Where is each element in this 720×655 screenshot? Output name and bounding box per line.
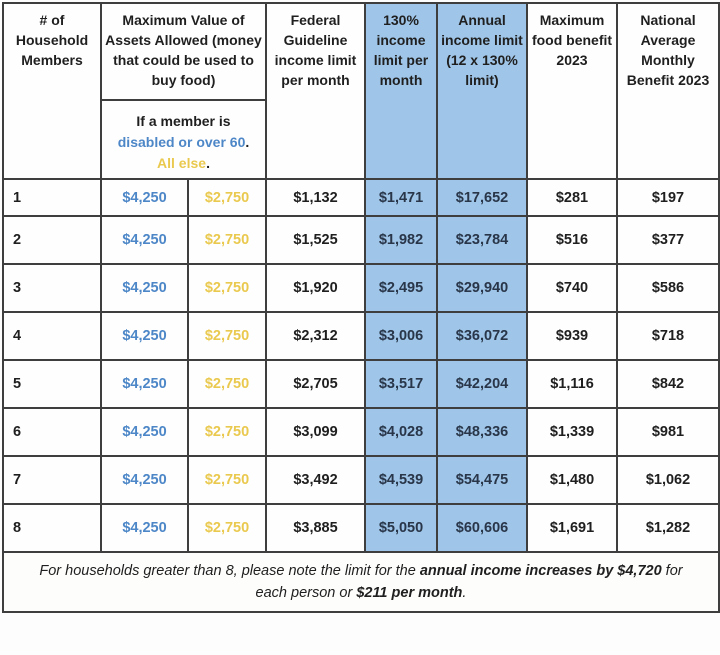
all-else-label: All else: [157, 155, 207, 171]
assets-else-cell: $2,750: [187, 407, 267, 457]
federal-cell: $3,492: [265, 455, 366, 505]
limit130-cell: $4,028: [364, 407, 438, 457]
federal-cell: $3,885: [265, 503, 366, 553]
members-cell: 2: [2, 215, 102, 265]
annual-cell: $60,606: [436, 503, 528, 553]
maxfood-cell: $1,691: [526, 503, 618, 553]
benefits-table: # of Household Members Maximum Value of …: [2, 2, 720, 613]
footnote-row: For households greater than 8, please no…: [2, 551, 720, 613]
assets-subheader-line1: If a member is: [136, 113, 231, 129]
limit-130-header: 130% income limit per month: [364, 2, 438, 180]
assets-else-cell: $2,750: [187, 359, 267, 409]
disabled-or-over-60-label: disabled or over 60: [117, 134, 246, 150]
maxfood-cell: $1,116: [526, 359, 618, 409]
assets-else-cell: $2,750: [187, 455, 267, 505]
table-row: 8 $4,250 $2,750 $3,885 $5,050 $60,606 $1…: [2, 503, 720, 553]
natavg-cell: $718: [616, 311, 720, 361]
annual-cell: $42,204: [436, 359, 528, 409]
natavg-cell: $981: [616, 407, 720, 457]
assets-else-cell: $2,750: [187, 503, 267, 553]
header-row-main: # of Household Members Maximum Value of …: [2, 2, 720, 180]
national-average-header: National Average Monthly Benefit 2023: [616, 2, 720, 180]
members-cell: 7: [2, 455, 102, 505]
assets-disabled-cell: $4,250: [100, 311, 189, 361]
federal-cell: $1,525: [265, 215, 366, 265]
limit130-cell: $1,982: [364, 215, 438, 265]
maxfood-cell: $740: [526, 263, 618, 313]
table-row: 6 $4,250 $2,750 $3,099 $4,028 $48,336 $1…: [2, 407, 720, 457]
annual-cell: $48,336: [436, 407, 528, 457]
federal-cell: $2,312: [265, 311, 366, 361]
assets-disabled-cell: $4,250: [100, 503, 189, 553]
assets-disabled-cell: $4,250: [100, 178, 189, 217]
members-cell: 1: [2, 178, 102, 217]
natavg-cell: $1,062: [616, 455, 720, 505]
assets-disabled-cell: $4,250: [100, 359, 189, 409]
assets-subheader: If a member is disabled or over 60. All …: [100, 99, 267, 180]
federal-cell: $1,920: [265, 263, 366, 313]
assets-else-cell: $2,750: [187, 311, 267, 361]
members-cell: 5: [2, 359, 102, 409]
assets-else-cell: $2,750: [187, 215, 267, 265]
federal-cell: $3,099: [265, 407, 366, 457]
table-row: 3 $4,250 $2,750 $1,920 $2,495 $29,940 $7…: [2, 263, 720, 313]
annual-cell: $36,072: [436, 311, 528, 361]
natavg-cell: $1,282: [616, 503, 720, 553]
assets-header: Maximum Value of Assets Allowed (money t…: [100, 2, 267, 101]
limit130-cell: $2,495: [364, 263, 438, 313]
limit130-cell: $4,539: [364, 455, 438, 505]
members-cell: 3: [2, 263, 102, 313]
members-cell: 6: [2, 407, 102, 457]
limit130-cell: $1,471: [364, 178, 438, 217]
assets-else-cell: $2,750: [187, 263, 267, 313]
footnote-bold-annual-increase: annual income increases by $4,720: [419, 562, 662, 579]
assets-subheader-line2: disabled or over 60.: [117, 134, 250, 150]
annual-cell: $54,475: [436, 455, 528, 505]
table-row: 2 $4,250 $2,750 $1,525 $1,982 $23,784 $5…: [2, 215, 720, 265]
annual-cell: $17,652: [436, 178, 528, 217]
assets-disabled-cell: $4,250: [100, 407, 189, 457]
assets-subheader-line3: All else.: [157, 155, 210, 171]
limit130-cell: $5,050: [364, 503, 438, 553]
maxfood-cell: $939: [526, 311, 618, 361]
max-food-benefit-header: Maximum food benefit 2023: [526, 2, 618, 180]
members-cell: 8: [2, 503, 102, 553]
maxfood-cell: $516: [526, 215, 618, 265]
table-row: 1 $4,250 $2,750 $1,132 $1,471 $17,652 $2…: [2, 178, 720, 217]
assets-else-cell: $2,750: [187, 178, 267, 217]
natavg-cell: $586: [616, 263, 720, 313]
annual-cell: $23,784: [436, 215, 528, 265]
limit130-cell: $3,517: [364, 359, 438, 409]
assets-disabled-cell: $4,250: [100, 215, 189, 265]
limit130-cell: $3,006: [364, 311, 438, 361]
table-row: 5 $4,250 $2,750 $2,705 $3,517 $42,204 $1…: [2, 359, 720, 409]
federal-cell: $1,132: [265, 178, 366, 217]
footnote: For households greater than 8, please no…: [2, 551, 720, 613]
federal-guideline-header: Federal Guideline income limit per month: [265, 2, 366, 180]
assets-disabled-cell: $4,250: [100, 263, 189, 313]
natavg-cell: $842: [616, 359, 720, 409]
footnote-text-part1: For households greater than 8, please no…: [39, 562, 420, 579]
annual-cell: $29,940: [436, 263, 528, 313]
annual-income-header: Annual income limit (12 x 130% limit): [436, 2, 528, 180]
footnote-bold-per-month: $211 per month: [356, 585, 463, 601]
table-row: 7 $4,250 $2,750 $3,492 $4,539 $54,475 $1…: [2, 455, 720, 505]
maxfood-cell: $281: [526, 178, 618, 217]
natavg-cell: $377: [616, 215, 720, 265]
table-row: 4 $4,250 $2,750 $2,312 $3,006 $36,072 $9…: [2, 311, 720, 361]
maxfood-cell: $1,480: [526, 455, 618, 505]
assets-disabled-cell: $4,250: [100, 455, 189, 505]
footnote-text-part3: .: [462, 585, 467, 601]
header-row-sub: If a member is disabled or over 60. All …: [3, 99, 719, 180]
footnote-text-part2: for each person or: [255, 562, 683, 601]
maxfood-cell: $1,339: [526, 407, 618, 457]
natavg-cell: $197: [616, 178, 720, 217]
federal-cell: $2,705: [265, 359, 366, 409]
members-cell: 4: [2, 311, 102, 361]
household-members-header: # of Household Members: [2, 2, 102, 180]
